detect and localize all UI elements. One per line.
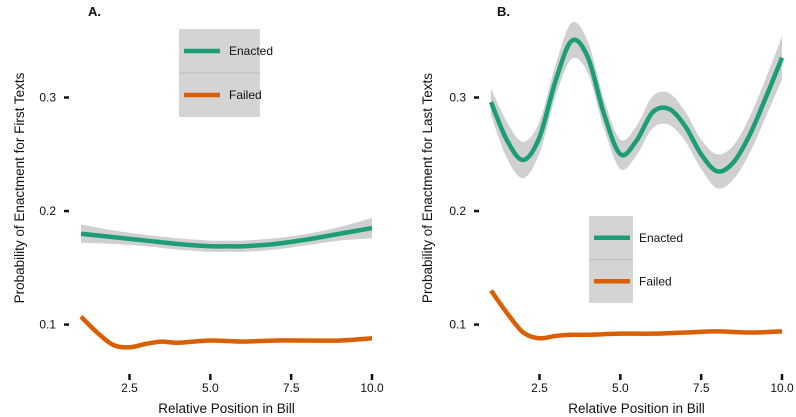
legend-label-enacted: Enacted xyxy=(639,231,683,245)
series-line xyxy=(488,37,785,174)
legend: Enacted Failed xyxy=(589,216,683,303)
series-line xyxy=(79,315,373,350)
y-tick-label: 0.3 xyxy=(449,91,466,105)
chart-panel-2: B. 0.1 0.2 0.3 2.5 5.0 7.5 10.0 Relative Positio… xyxy=(420,4,794,416)
confidence-band xyxy=(491,21,782,189)
x-tick-label: 5.0 xyxy=(202,381,219,395)
chart-panel-1: A. 0.1 0.2 0.3 2.5 5.0 7.5 10.0 Relative Positio… xyxy=(12,4,384,416)
x-tick-label: 10.0 xyxy=(360,381,384,395)
panel-label: B. xyxy=(497,4,510,19)
x-axis-label: Relative Position in Bill xyxy=(568,401,705,416)
x-tick-label: 10.0 xyxy=(770,381,794,395)
x-tick-label: 7.5 xyxy=(693,381,710,395)
panel-label: A. xyxy=(88,4,101,19)
series-line xyxy=(489,289,783,341)
legend-label-enacted: Enacted xyxy=(229,44,273,58)
x-tick-label: 7.5 xyxy=(283,381,300,395)
y-axis-label: Probability of Enactment for First Texts xyxy=(12,72,27,303)
y-tick-label: 0.2 xyxy=(39,204,56,218)
y-tick-label: 0.1 xyxy=(449,318,466,332)
series-line xyxy=(80,225,373,249)
x-tick-label: 2.5 xyxy=(121,381,138,395)
legend-label-failed: Failed xyxy=(229,88,262,102)
series-failed xyxy=(79,315,373,350)
legend: Enacted Failed xyxy=(179,29,273,117)
series-failed xyxy=(489,289,783,341)
y-tick-label: 0.3 xyxy=(39,91,56,105)
series-enacted xyxy=(80,217,373,253)
series-enacted xyxy=(488,21,785,189)
y-axis-label: Probability of Enactment for Last Texts xyxy=(420,73,435,303)
y-tick-label: 0.2 xyxy=(449,204,466,218)
x-axis-label: Relative Position in Bill xyxy=(158,401,295,416)
x-tick-label: 2.5 xyxy=(531,381,548,395)
legend-label-failed: Failed xyxy=(639,274,672,288)
x-tick-label: 5.0 xyxy=(612,381,629,395)
y-tick-label: 0.1 xyxy=(39,318,56,332)
